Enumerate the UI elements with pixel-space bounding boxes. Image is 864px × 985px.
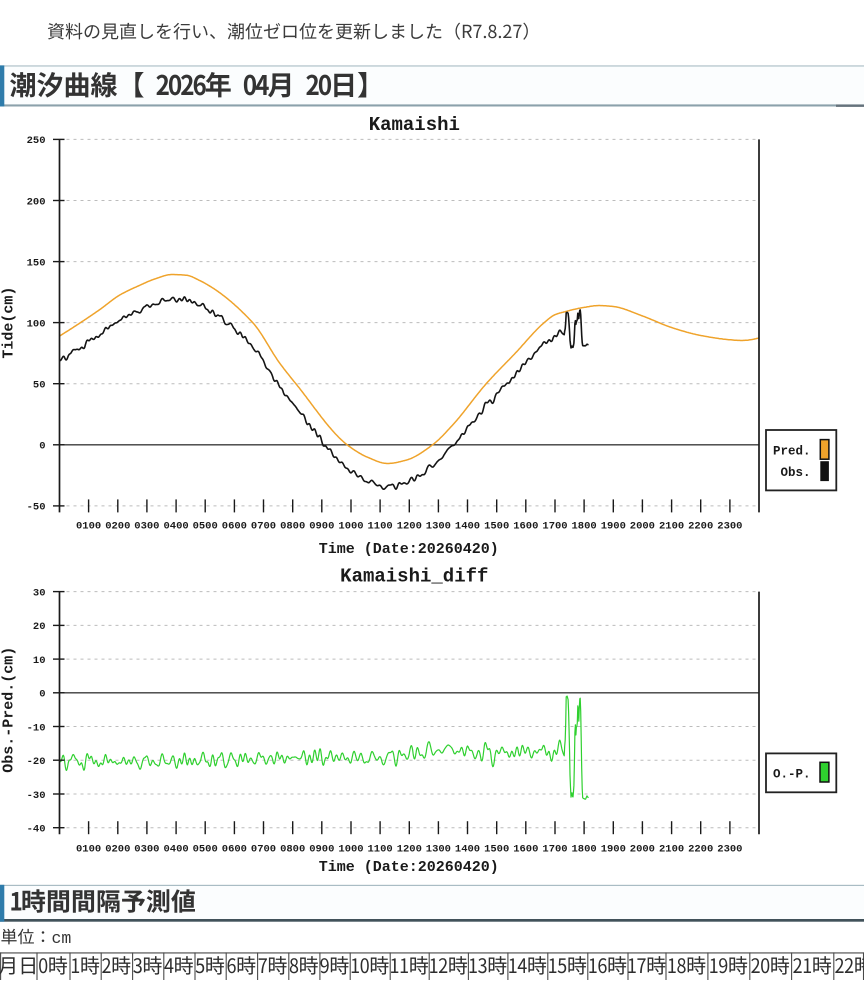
svg-text:1400: 1400	[455, 844, 480, 856]
svg-text:1500: 1500	[484, 521, 509, 533]
svg-text:0200: 0200	[105, 521, 130, 533]
svg-text:0600: 0600	[222, 844, 247, 856]
svg-text:0: 0	[39, 441, 45, 453]
svg-text:1400: 1400	[455, 521, 480, 533]
svg-text:1100: 1100	[367, 521, 392, 533]
svg-text:Time (Date:20260420): Time (Date:20260420)	[319, 859, 499, 876]
svg-text:Pred.: Pred.	[773, 445, 811, 459]
svg-text:0600: 0600	[222, 521, 247, 533]
svg-text:0900: 0900	[309, 844, 334, 856]
svg-text:1600: 1600	[513, 844, 538, 856]
svg-text:Kamaishi_diff: Kamaishi_diff	[340, 566, 488, 588]
svg-text:0800: 0800	[280, 521, 305, 533]
svg-text:2300: 2300	[717, 521, 742, 533]
svg-text:Tide(cm): Tide(cm)	[1, 287, 18, 359]
svg-text:Kamaishi: Kamaishi	[369, 114, 460, 136]
svg-text:0400: 0400	[163, 521, 188, 533]
svg-text:1900: 1900	[601, 844, 626, 856]
svg-text:0300: 0300	[134, 521, 159, 533]
svg-text:0700: 0700	[251, 844, 276, 856]
svg-text:0100: 0100	[76, 844, 101, 856]
svg-text:-50: -50	[27, 502, 46, 514]
svg-text:Obs.: Obs.	[780, 466, 810, 480]
svg-text:0700: 0700	[251, 521, 276, 533]
svg-text:0900: 0900	[309, 521, 334, 533]
svg-text:30: 30	[33, 587, 46, 599]
svg-text:cm: cm	[52, 929, 72, 948]
svg-text:1100: 1100	[367, 844, 392, 856]
svg-text:1200: 1200	[397, 844, 422, 856]
svg-text:0800: 0800	[280, 844, 305, 856]
svg-text:100: 100	[27, 318, 46, 330]
svg-text:1600: 1600	[513, 521, 538, 533]
svg-text:150: 150	[27, 257, 46, 269]
svg-text:0500: 0500	[193, 521, 218, 533]
svg-text:1700: 1700	[542, 844, 567, 856]
svg-text:Time (Date:20260420): Time (Date:20260420)	[319, 541, 499, 558]
svg-text:1300: 1300	[426, 521, 451, 533]
svg-text:1200: 1200	[397, 521, 422, 533]
svg-text:2200: 2200	[688, 521, 713, 533]
svg-text:1800: 1800	[571, 521, 596, 533]
svg-text:1700: 1700	[542, 521, 567, 533]
svg-text:10: 10	[33, 655, 46, 667]
svg-text:50: 50	[33, 380, 46, 392]
svg-text:1500: 1500	[484, 844, 509, 856]
svg-text:2000: 2000	[630, 521, 655, 533]
svg-text:-10: -10	[27, 722, 46, 734]
svg-text:20: 20	[33, 621, 46, 633]
svg-text:1800: 1800	[571, 844, 596, 856]
svg-text:2200: 2200	[688, 844, 713, 856]
svg-text:200: 200	[27, 196, 46, 208]
svg-text:0100: 0100	[76, 521, 101, 533]
svg-text:0200: 0200	[105, 844, 130, 856]
svg-text:2000: 2000	[630, 844, 655, 856]
svg-text:0400: 0400	[163, 844, 188, 856]
svg-text:0500: 0500	[193, 844, 218, 856]
svg-text:1000: 1000	[338, 844, 363, 856]
svg-text:-40: -40	[27, 824, 46, 836]
svg-text:2300: 2300	[717, 844, 742, 856]
svg-text:Obs.-Pred.(cm): Obs.-Pred.(cm)	[1, 647, 18, 773]
svg-text:-30: -30	[27, 790, 46, 802]
svg-text:O.-P.: O.-P.	[773, 768, 811, 782]
svg-text:1900: 1900	[601, 521, 626, 533]
svg-text:-20: -20	[27, 756, 46, 768]
svg-text:2100: 2100	[659, 521, 684, 533]
svg-text:250: 250	[27, 135, 46, 147]
svg-text:2100: 2100	[659, 844, 684, 856]
svg-text:0300: 0300	[134, 844, 159, 856]
svg-text:0: 0	[39, 689, 45, 701]
svg-text:1000: 1000	[338, 521, 363, 533]
svg-text:1300: 1300	[426, 844, 451, 856]
